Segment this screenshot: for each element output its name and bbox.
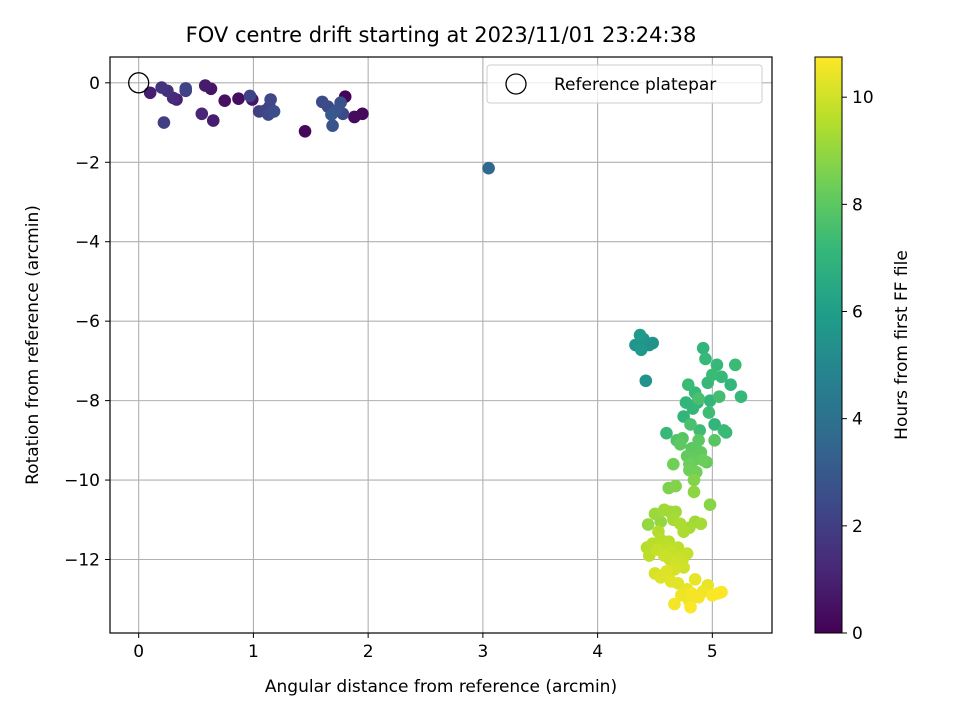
data-point — [686, 402, 700, 415]
legend-marker-icon — [505, 73, 527, 95]
data-point — [198, 79, 212, 92]
data-points — [143, 79, 748, 614]
data-point — [693, 424, 707, 437]
legend: Reference platepar — [486, 64, 763, 104]
data-point — [715, 585, 728, 599]
legend-box — [486, 64, 763, 104]
data-point — [315, 95, 329, 109]
x-tick-label: 5 — [707, 642, 718, 662]
data-point — [696, 341, 710, 355]
data-point — [155, 81, 168, 94]
x-axis-ticks: 0 1 2 3 4 5 — [133, 633, 718, 662]
y-axis-label: Rotation from reference (arcmin) — [23, 205, 43, 485]
colorbar-tick-label: 10 — [852, 88, 874, 108]
data-point — [708, 434, 721, 447]
data-point — [687, 485, 701, 499]
data-point — [684, 418, 697, 431]
data-point — [660, 565, 673, 578]
x-tick-label: 3 — [477, 642, 488, 662]
colorbar-ticks: 0 2 4 6 8 10 — [842, 88, 874, 644]
chart-title: FOV centre drift starting at 2023/11/01 … — [186, 23, 697, 47]
data-point — [641, 518, 655, 531]
data-point — [326, 119, 339, 133]
colorbar-label: Hours from first FF file — [892, 250, 912, 440]
data-point — [696, 453, 710, 467]
data-point — [143, 86, 157, 100]
data-point — [264, 93, 277, 106]
colorbar-tick-label: 6 — [852, 303, 863, 323]
y-tick-label: −10 — [64, 471, 100, 491]
data-point — [325, 108, 338, 121]
data-point — [660, 426, 673, 440]
data-point — [669, 479, 682, 493]
colorbar-gradient — [814, 56, 843, 634]
data-point — [692, 590, 705, 604]
plot-frame — [109, 56, 773, 634]
data-point — [712, 390, 726, 403]
data-point — [348, 110, 361, 124]
y-tick-label: 0 — [89, 74, 100, 94]
data-point — [677, 525, 690, 539]
colorbar-tick-label: 2 — [852, 517, 863, 537]
x-tick-label: 1 — [248, 642, 259, 662]
data-point — [717, 424, 731, 437]
colorbar: 0 2 4 6 8 10 Hours from first FF file — [814, 56, 912, 644]
legend-label: Reference platepar — [554, 75, 716, 95]
data-point — [639, 374, 653, 388]
data-point — [482, 161, 495, 175]
y-tick-label: −12 — [64, 551, 100, 571]
colorbar-tick-label: 8 — [852, 195, 863, 215]
data-point — [634, 343, 648, 357]
reference-marker-layer — [128, 72, 150, 94]
data-point — [218, 94, 232, 107]
x-tick-label: 2 — [363, 642, 374, 662]
data-point — [694, 517, 708, 531]
data-point — [702, 406, 716, 419]
data-point — [708, 418, 721, 431]
data-point — [657, 503, 671, 517]
data-point — [703, 498, 717, 511]
data-point — [692, 392, 705, 405]
data-point — [668, 597, 681, 611]
y-tick-label: −4 — [75, 233, 100, 253]
x-tick-label: 0 — [133, 642, 144, 662]
data-point — [195, 107, 209, 121]
y-tick-label: −8 — [75, 392, 100, 412]
data-point — [243, 89, 257, 103]
data-point — [157, 116, 171, 129]
data-point — [671, 577, 685, 590]
data-point — [298, 124, 312, 138]
data-point — [206, 114, 220, 127]
data-point — [681, 378, 695, 392]
reference-platepar-marker — [128, 72, 150, 94]
data-point — [706, 368, 719, 382]
colorbar-tick-label: 0 — [852, 624, 863, 644]
data-point — [734, 390, 748, 403]
y-tick-label: −6 — [75, 312, 100, 332]
data-point — [683, 463, 696, 477]
y-axis-ticks: 0 −2 −4 −6 −8 −10 −12 — [64, 74, 110, 571]
data-point — [687, 473, 701, 487]
data-point — [728, 358, 742, 372]
data-point — [633, 328, 647, 342]
x-tick-label: 4 — [592, 642, 603, 662]
data-point — [267, 105, 281, 118]
data-point — [673, 438, 687, 451]
colorbar-tick-label: 4 — [852, 410, 863, 430]
data-point — [688, 573, 702, 586]
data-point — [179, 82, 193, 95]
data-point — [710, 358, 724, 372]
data-point — [667, 457, 680, 471]
data-point — [724, 378, 737, 392]
data-point — [699, 352, 712, 366]
data-point — [692, 434, 705, 447]
x-axis-label: Angular distance from reference (arcmin) — [265, 677, 617, 697]
data-point — [232, 92, 245, 106]
data-point — [684, 600, 697, 614]
y-tick-label: −2 — [75, 153, 100, 173]
